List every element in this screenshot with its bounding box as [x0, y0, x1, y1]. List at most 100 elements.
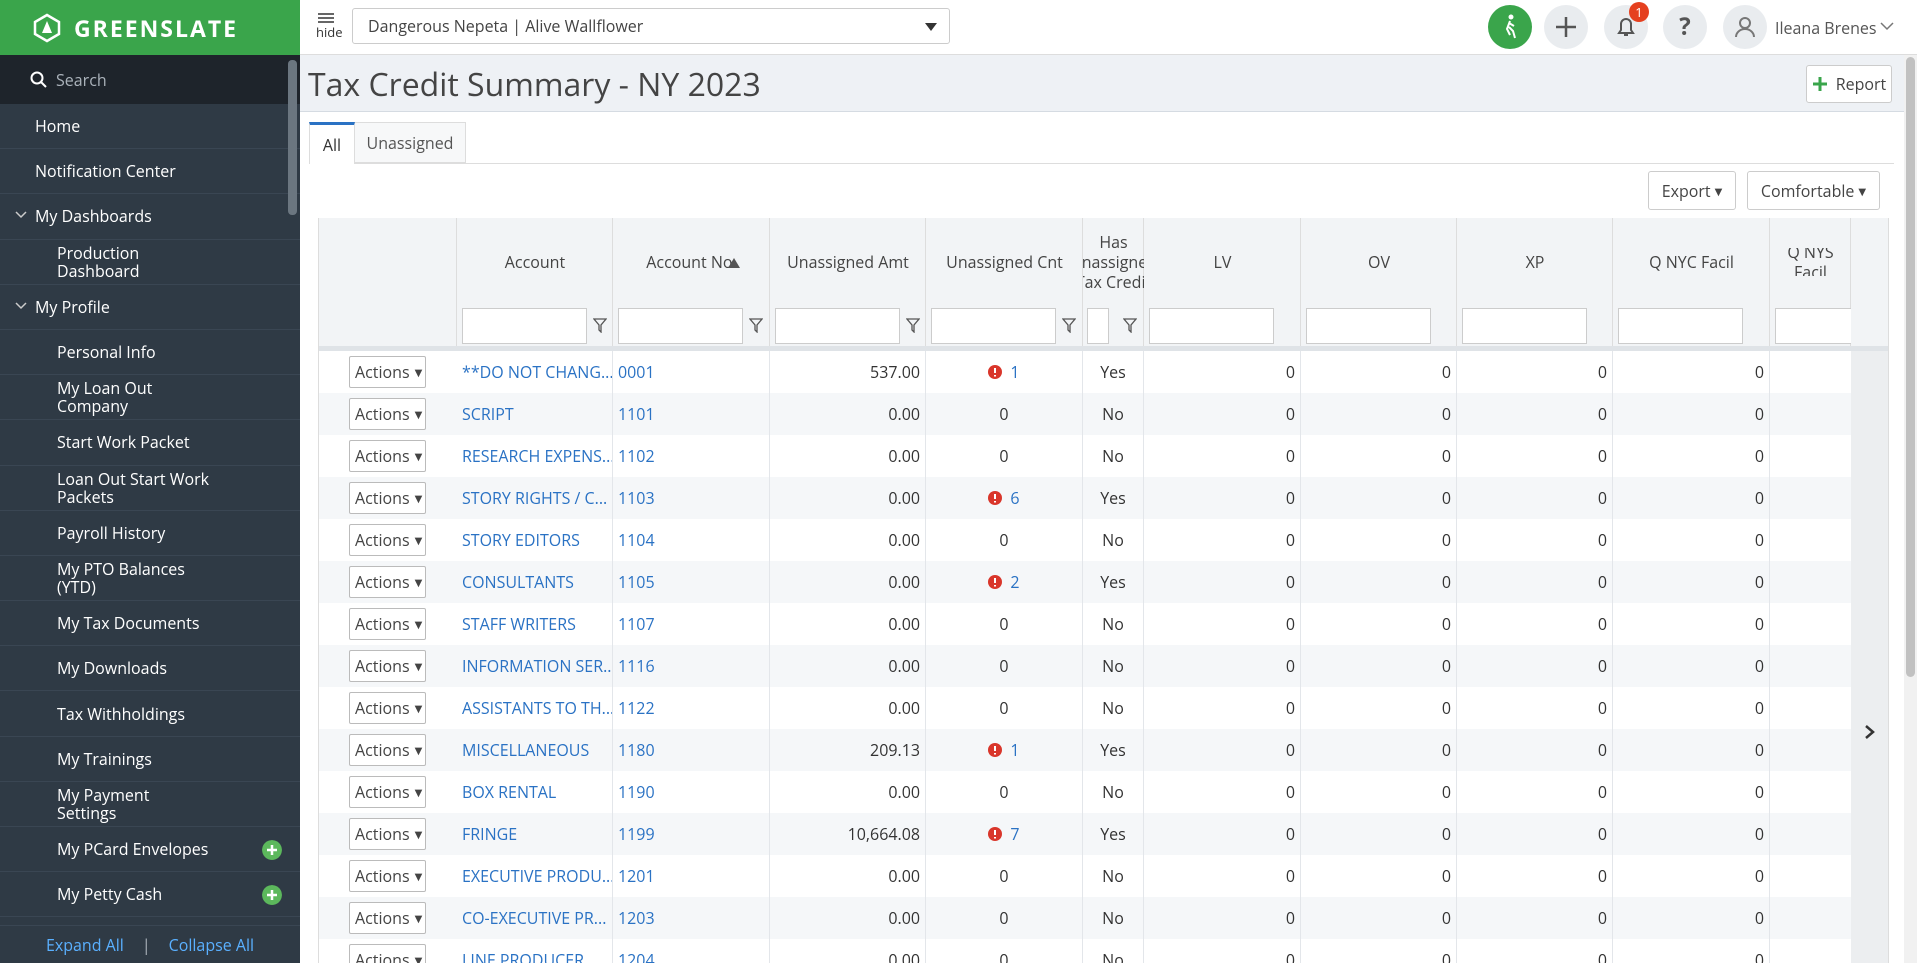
filter-input[interactable]	[1149, 308, 1274, 344]
collapse-all[interactable]: Collapse All	[168, 933, 255, 956]
nav-item[interactable]: My Petty Cash	[0, 872, 300, 918]
table-cell[interactable]: BOX RENTAL	[457, 771, 613, 813]
count-link[interactable]: 1	[1010, 361, 1020, 383]
table-cell[interactable]: 1101	[613, 393, 770, 435]
nav-item[interactable]: Personal Info	[0, 330, 300, 376]
actions-button[interactable]: Actions ▼	[349, 398, 426, 430]
table-cell[interactable]: 1201	[613, 855, 770, 897]
actions-button[interactable]: Actions ▼	[349, 524, 426, 556]
column-header[interactable]: Has Unassigned Tax Credit	[1083, 218, 1144, 346]
nav-item[interactable]: My PCard Envelopes	[0, 827, 300, 873]
table-cell[interactable]: 1122	[613, 687, 770, 729]
nav-item[interactable]: My Dashboards	[0, 194, 300, 240]
table-cell[interactable]: ASSISTANTS TO TH...	[457, 687, 613, 729]
column-header[interactable]: XP	[1457, 218, 1613, 346]
table-cell[interactable]: 1104	[613, 519, 770, 561]
page-scrollbar[interactable]	[1904, 55, 1917, 963]
filter-input[interactable]	[618, 308, 743, 344]
density-button[interactable]: Comfortable ▼	[1747, 171, 1880, 210]
actions-button[interactable]: Actions ▼	[349, 482, 426, 514]
hide-toggle[interactable]: hide	[316, 12, 343, 39]
walk-button[interactable]	[1488, 5, 1532, 49]
actions-button[interactable]: Actions ▼	[349, 860, 426, 892]
table-cell[interactable]: 1102	[613, 435, 770, 477]
scroll-right[interactable]	[1864, 724, 1876, 740]
table-cell[interactable]: 1199	[613, 813, 770, 855]
actions-button[interactable]: Actions ▼	[349, 356, 426, 388]
table-cell[interactable]: 1204	[613, 939, 770, 963]
table-cell[interactable]: **DO NOT CHANG...	[457, 351, 613, 393]
logo[interactable]: GREENSLATE	[0, 0, 300, 55]
add-button[interactable]	[1544, 5, 1588, 49]
table-cell[interactable]: 1203	[613, 897, 770, 939]
column-header[interactable]: OV	[1301, 218, 1457, 346]
nav-item[interactable]: My Payment Settings	[0, 782, 300, 827]
notifications-button[interactable]: 1	[1604, 2, 1649, 49]
table-cell[interactable]: 1107	[613, 603, 770, 645]
actions-button[interactable]: Actions ▼	[349, 734, 426, 766]
nav-item[interactable]: Notification Center	[0, 149, 300, 195]
actions-button[interactable]: Actions ▼	[349, 776, 426, 808]
actions-button[interactable]: Actions ▼	[349, 692, 426, 724]
filter-input[interactable]	[1306, 308, 1431, 344]
nav-item[interactable]: My PTO Balances (YTD)	[0, 556, 300, 602]
expand-all[interactable]: Expand All	[45, 933, 124, 956]
project-select[interactable]: Dangerous Nepeta | Alive Wallflower	[352, 8, 950, 44]
tab-unassigned[interactable]: Unassigned	[355, 122, 466, 163]
table-cell[interactable]: 1180	[613, 729, 770, 771]
count-link[interactable]: 7	[1010, 823, 1020, 845]
table-cell[interactable]: STORY RIGHTS / C...	[457, 477, 613, 519]
nav-item[interactable]: My Tax Documents	[0, 601, 300, 647]
table-cell[interactable]: STAFF WRITERS	[457, 603, 613, 645]
actions-button[interactable]: Actions ▼	[349, 650, 426, 682]
table-cell[interactable]: INFORMATION SER...	[457, 645, 613, 687]
filter-input[interactable]	[931, 308, 1056, 344]
count-link[interactable]: 2	[1010, 571, 1020, 593]
filter-icon[interactable]	[593, 318, 607, 333]
table-cell[interactable]: EXECUTIVE PRODU...	[457, 855, 613, 897]
table-cell[interactable]: 1105	[613, 561, 770, 603]
table-cell[interactable]: FRINGE	[457, 813, 613, 855]
tab-all[interactable]: All	[309, 122, 355, 164]
table-cell[interactable]: CONSULTANTS	[457, 561, 613, 603]
column-header[interactable]: Q NYC Facil	[1613, 218, 1770, 346]
column-header[interactable]: Account No.	[613, 218, 770, 346]
filter-icon[interactable]	[749, 318, 763, 333]
table-cell[interactable]: STORY EDITORS	[457, 519, 613, 561]
export-button[interactable]: Export ▼	[1648, 171, 1736, 210]
table-cell[interactable]: LINE PRODUCER	[457, 939, 613, 963]
add-icon[interactable]	[262, 885, 282, 906]
table-cell[interactable]: 1190	[613, 771, 770, 813]
nav-item[interactable]: Start Work Packet	[0, 420, 300, 466]
filter-input[interactable]	[1087, 308, 1109, 344]
count-link[interactable]: 1	[1010, 739, 1020, 761]
filter-input[interactable]	[1618, 308, 1743, 344]
table-cell[interactable]: CO-EXECUTIVE PR...	[457, 897, 613, 939]
filter-input[interactable]	[462, 308, 587, 344]
filter-icon[interactable]	[1123, 318, 1137, 333]
help-button[interactable]: ?	[1663, 5, 1707, 49]
column-header[interactable]: Q NYS Facil	[1770, 218, 1888, 346]
nav-item[interactable]: My Loan Out Company	[0, 375, 300, 421]
filter-icon[interactable]	[906, 318, 920, 333]
actions-button[interactable]: Actions ▼	[349, 944, 426, 963]
nav-item[interactable]: Home	[0, 104, 300, 150]
actions-button[interactable]: Actions ▼	[349, 608, 426, 640]
filter-icon[interactable]	[1062, 318, 1076, 333]
column-header[interactable]: Unassigned Cnt	[926, 218, 1083, 346]
table-cell[interactable]: MISCELLANEOUS	[457, 729, 613, 771]
nav-item[interactable]: My Downloads	[0, 646, 300, 692]
table-cell[interactable]: 1116	[613, 645, 770, 687]
sidebar-scrollbar[interactable]	[288, 60, 297, 215]
actions-button[interactable]: Actions ▼	[349, 902, 426, 934]
nav-item[interactable]: Loan Out Start Work Packets	[0, 466, 300, 511]
count-link[interactable]: 6	[1010, 487, 1020, 509]
table-cell[interactable]: RESEARCH EXPENS...	[457, 435, 613, 477]
add-icon[interactable]	[262, 840, 282, 860]
table-cell[interactable]: 1103	[613, 477, 770, 519]
actions-button[interactable]: Actions ▼	[349, 566, 426, 598]
filter-input[interactable]	[775, 308, 900, 344]
table-cell[interactable]: 0001	[613, 351, 770, 393]
nav-item[interactable]: Payroll History	[0, 511, 300, 556]
nav-item[interactable]: Tax Withholdings	[0, 691, 300, 737]
